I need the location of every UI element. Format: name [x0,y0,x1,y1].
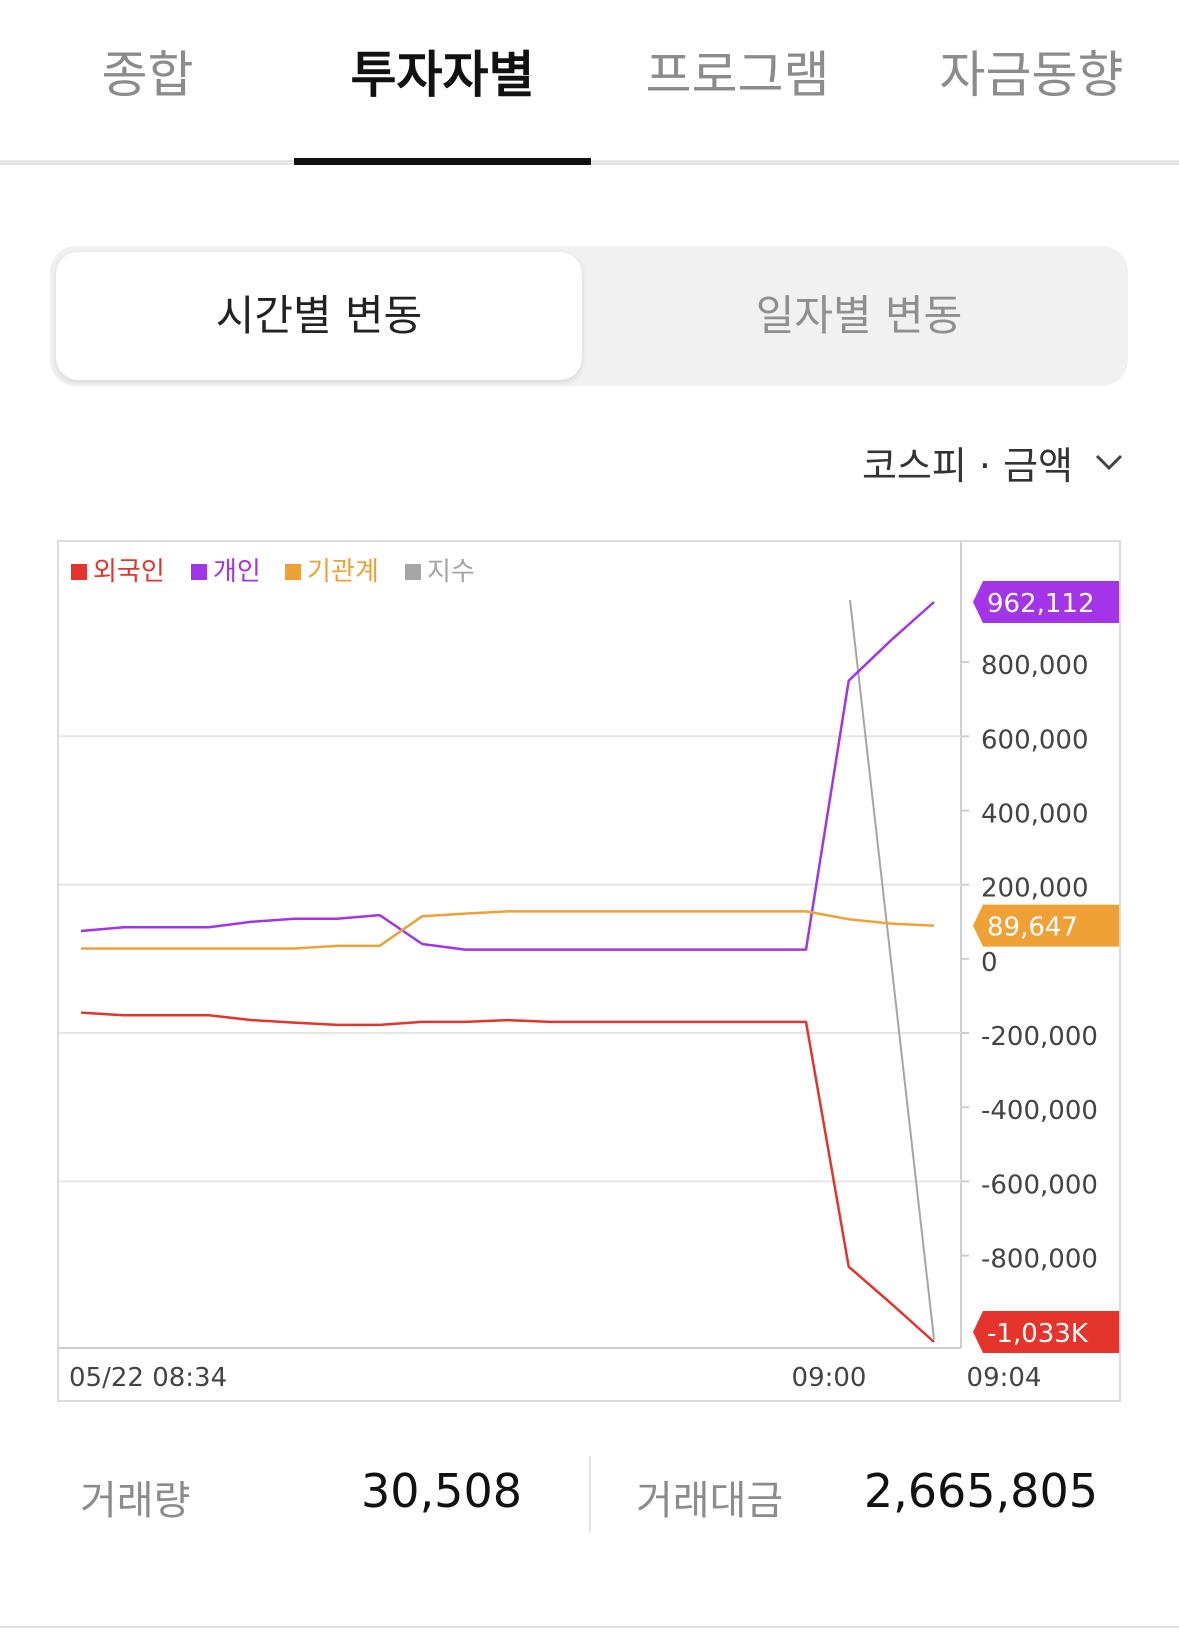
legend-swatch [71,564,87,580]
amount-label: 거래대금 [636,1478,784,1524]
volume-label: 거래량 [80,1478,191,1524]
series-line-1 [81,910,935,950]
legend-swatch [405,564,421,580]
legend-label: 지수 [427,557,475,587]
tab-fund-flow[interactable]: 자금동향 [939,46,1124,104]
segment-daily-change[interactable]: 일자별 변동 [755,291,963,340]
end-value-tag-bg [973,581,1119,623]
market-unit-selector[interactable]: 코스피 · 금액 [862,432,1127,492]
y-tick-label: 0 [981,948,998,978]
active-tab-indicator [294,158,591,165]
legend-label: 기관계 [307,557,379,587]
end-value-tag: -1,033K [973,1311,1119,1353]
amount-value: 2,665,805 [863,1464,1098,1518]
end-value-tag-bg [973,1311,1119,1353]
end-value-tag: 962,112 [973,581,1119,623]
x-tick-label: 09:00 [792,1363,867,1393]
x-tick-label: 09:04 [967,1363,1042,1393]
tab-by-investor[interactable]: 투자자별 [350,46,535,104]
legend-label: 개인 [213,557,261,587]
index-series-line [849,599,935,1340]
legend-label: 외국인 [93,557,165,587]
bottom-divider [0,1626,1179,1628]
end-value-tag-text: 962,112 [987,589,1095,619]
end-value-tag-text: -1,033K [987,1319,1089,1349]
tab-summary[interactable]: 종합 [101,46,194,104]
trade-stats: 거래량 30,508 거래대금 2,665,805 [0,1450,1179,1560]
volume-value: 30,508 [361,1464,522,1518]
investor-chart: 800,000 600,000 400,000 200,000 0 -200,000 -40… [57,540,1121,1402]
stats-divider [589,1456,591,1532]
legend-swatch [285,564,301,580]
y-tick-label: -400,000 [981,1096,1098,1126]
y-tick-label: 600,000 [981,725,1089,755]
end-value-tag: 89,647 [973,904,1119,947]
y-tick-label: 400,000 [981,799,1089,829]
y-tick-label: -200,000 [981,1022,1098,1052]
period-segmented-control: 시간별 변동 일자별 변동 [50,246,1128,386]
end-value-tag-bg [973,904,1119,947]
tab-program[interactable]: 프로그램 [645,46,830,104]
x-tick-label: 05/22 08:34 [69,1363,227,1393]
investor-line-chart: 800,000 600,000 400,000 200,000 0 -200,000 -40… [59,542,1119,1393]
series-line-0 [80,601,935,951]
market-unit-label: 코스피 · 금액 [861,443,1073,488]
y-tick-label: -600,000 [981,1170,1098,1200]
y-tick-label: -800,000 [981,1245,1098,1275]
end-value-tag-text: 89,647 [987,913,1078,943]
chevron-down-icon [1095,454,1123,471]
y-tick-label: 200,000 [981,874,1089,904]
segment-hourly-change[interactable]: 시간별 변동 [56,252,582,380]
top-tab-bar: 종합 투자자별 프로그램 자금동향 [0,0,1179,165]
y-tick-label: 800,000 [981,651,1089,681]
series-line-2 [80,1011,935,1343]
legend-swatch [191,564,207,580]
